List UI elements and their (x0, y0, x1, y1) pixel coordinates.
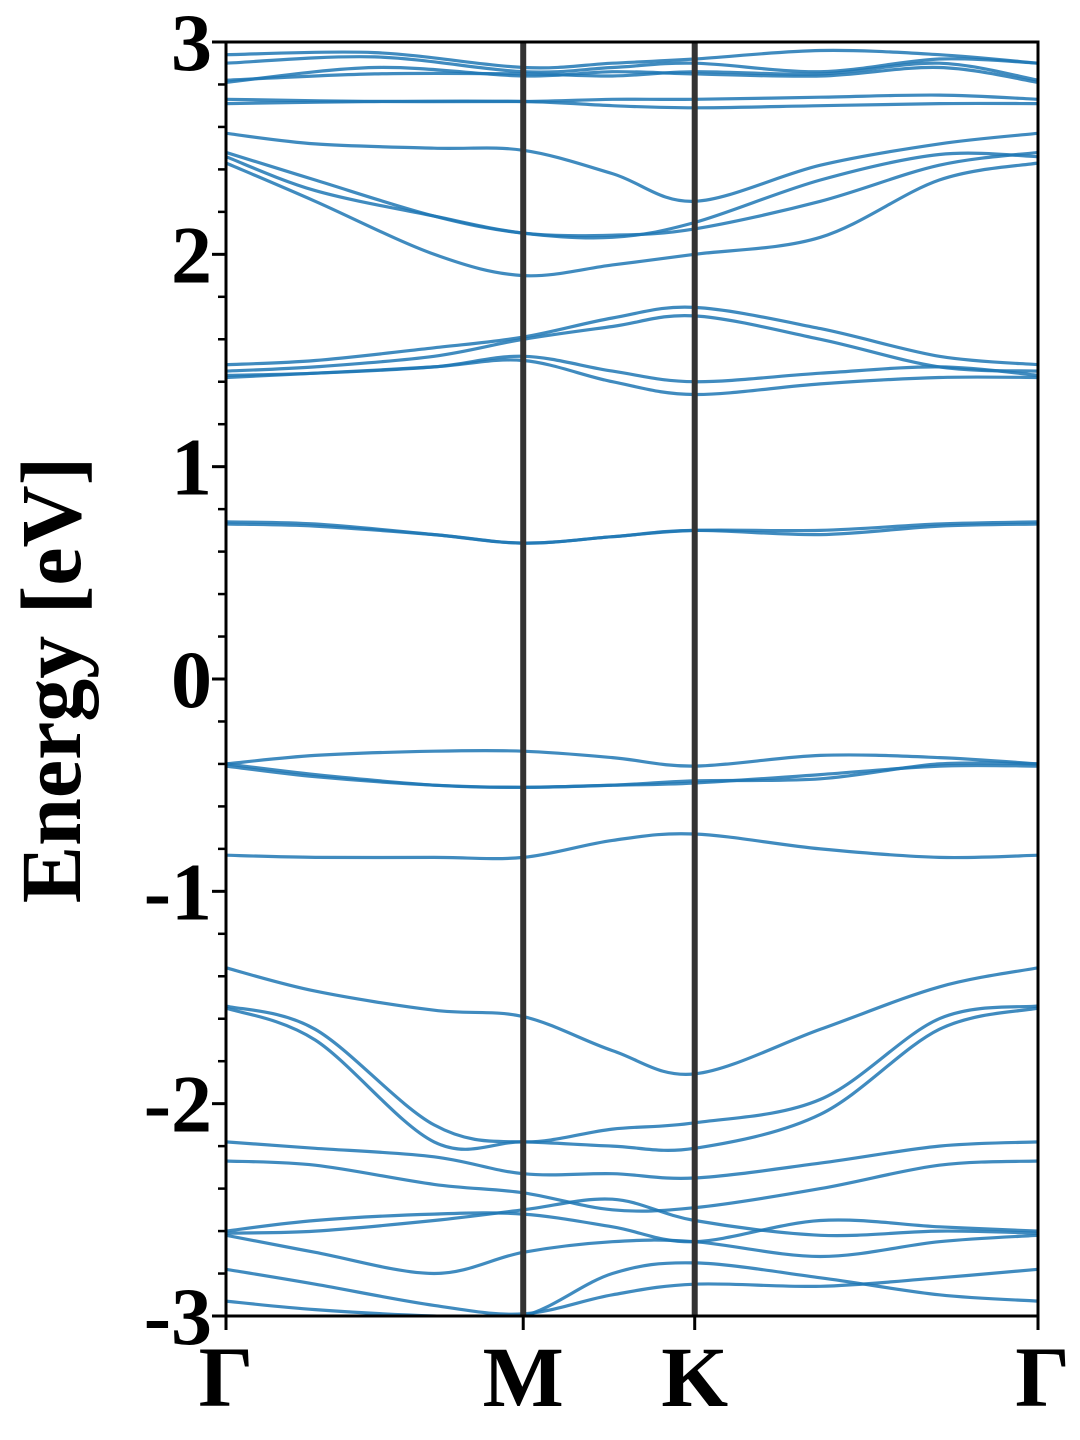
band-line-12 (226, 313, 1038, 373)
band-line-30 (226, 1261, 1038, 1316)
band-line-16 (226, 522, 1038, 545)
band-line-22 (226, 1004, 1038, 1144)
band-line-8 (226, 150, 1038, 238)
y-axis-ticks: -3 -2 -1 0 1 2 3 (144, 0, 226, 1362)
y-tick-label: -3 (144, 1271, 212, 1362)
y-tick-label: 2 (171, 209, 212, 300)
bands-layer (226, 48, 1038, 1316)
band-line-6 (226, 99, 1038, 110)
band-line-20 (226, 832, 1038, 861)
y-tick-label: -2 (144, 1059, 212, 1150)
band-line-24 (226, 1140, 1038, 1180)
band-line-21 (226, 966, 1038, 1076)
kpath-lines (520, 42, 698, 1316)
band-line-14 (226, 358, 1038, 397)
band-line-26 (226, 1211, 1038, 1244)
x-tick-label-Γ: Γ (199, 1329, 254, 1425)
y-tick-label: 3 (171, 0, 212, 88)
band-line-11 (226, 305, 1038, 367)
band-line-10 (226, 161, 1038, 278)
x-tick-label-K: K (661, 1329, 728, 1425)
x-tick-label-Γ: Γ (1015, 1329, 1070, 1425)
y-tick-label: 1 (171, 422, 212, 513)
band-line-15 (226, 520, 1038, 545)
band-line-7 (226, 131, 1038, 203)
band-line-25 (226, 1159, 1038, 1213)
band-line-2 (226, 55, 1038, 74)
band-line-4 (226, 65, 1038, 84)
y-tick-label: -1 (144, 846, 212, 937)
y-axis-label: Energy [eV] (3, 457, 99, 904)
y-tick-label: 0 (171, 634, 212, 725)
band-line-19 (226, 763, 1038, 789)
band-line-17 (226, 748, 1038, 768)
band-line-9 (226, 151, 1038, 240)
band-line-1 (226, 48, 1038, 70)
x-tick-label-M: M (483, 1329, 564, 1425)
band-line-28 (226, 1233, 1038, 1276)
band-line-23 (226, 1006, 1038, 1152)
band-line-29 (226, 1267, 1038, 1316)
band-line-27 (226, 1197, 1038, 1238)
band-line-3 (226, 61, 1038, 82)
